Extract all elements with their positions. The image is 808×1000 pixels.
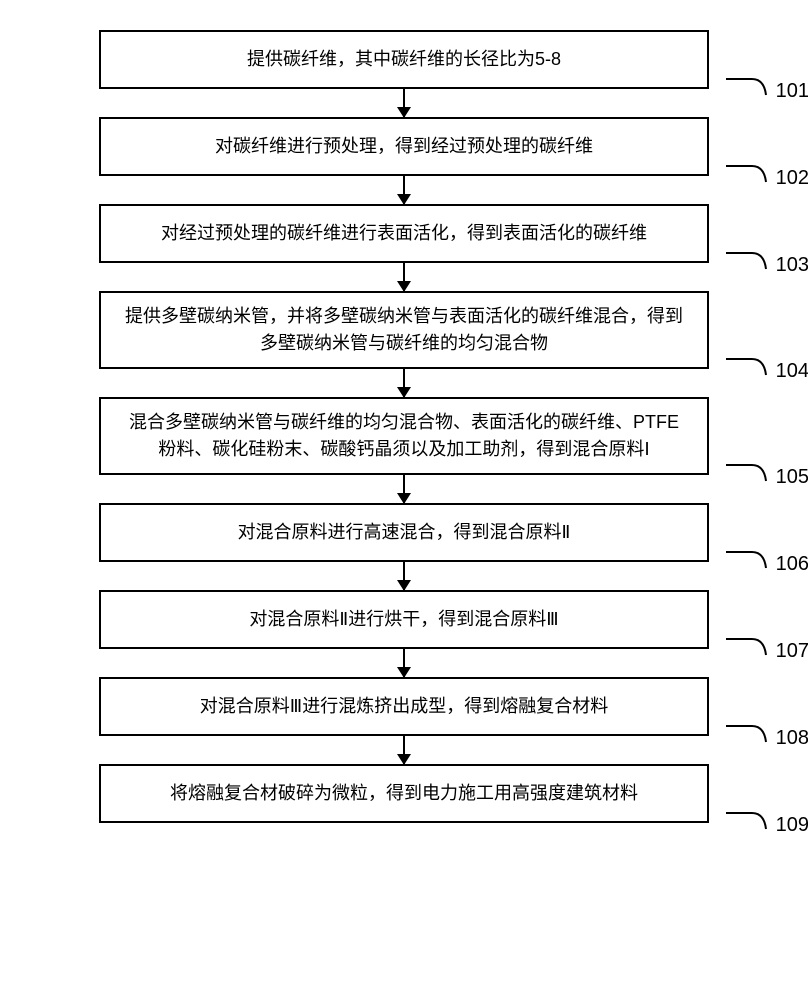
connector-curve-icon [726, 724, 768, 750]
step-box-106: 对混合原料进行高速混合，得到混合原料Ⅱ [99, 503, 709, 562]
step-106: 对混合原料进行高速混合，得到混合原料Ⅱ 106 [99, 503, 709, 562]
arrow-icon [403, 562, 405, 590]
step-box-107: 对混合原料Ⅱ进行烘干，得到混合原料Ⅲ [99, 590, 709, 649]
step-label-106: 106 [726, 550, 808, 576]
step-number: 105 [776, 466, 808, 489]
step-number: 101 [776, 80, 808, 103]
step-number: 107 [776, 640, 808, 663]
step-number: 109 [776, 814, 808, 837]
step-107: 对混合原料Ⅱ进行烘干，得到混合原料Ⅲ 107 [99, 590, 709, 649]
flowchart-container: 提供碳纤维，其中碳纤维的长径比为5-8 101 对碳纤维进行预处理，得到经过预处… [40, 30, 768, 823]
step-box-101: 提供碳纤维，其中碳纤维的长径比为5-8 [99, 30, 709, 89]
step-box-108: 对混合原料Ⅲ进行混炼挤出成型，得到熔融复合材料 [99, 677, 709, 736]
step-text: 对碳纤维进行预处理，得到经过预处理的碳纤维 [215, 133, 593, 160]
step-text: 对混合原料进行高速混合，得到混合原料Ⅱ [238, 519, 571, 546]
step-text: 对经过预处理的碳纤维进行表面活化，得到表面活化的碳纤维 [161, 220, 647, 247]
step-text: 对混合原料Ⅱ进行烘干，得到混合原料Ⅲ [249, 606, 558, 633]
step-102: 对碳纤维进行预处理，得到经过预处理的碳纤维 102 [99, 117, 709, 176]
step-label-108: 108 [726, 724, 808, 750]
step-text: 混合多壁碳纳米管与碳纤维的均匀混合物、表面活化的碳纤维、PTFE粉料、碳化硅粉末… [121, 409, 687, 463]
arrow-icon [403, 475, 405, 503]
arrow-icon [403, 89, 405, 117]
arrow-icon [403, 176, 405, 204]
step-number: 108 [776, 727, 808, 750]
connector-curve-icon [726, 77, 768, 103]
step-text: 提供多壁碳纳米管，并将多壁碳纳米管与表面活化的碳纤维混合，得到多壁碳纳米管与碳纤… [121, 303, 687, 357]
connector-curve-icon [726, 811, 768, 837]
step-box-105: 混合多壁碳纳米管与碳纤维的均匀混合物、表面活化的碳纤维、PTFE粉料、碳化硅粉末… [99, 397, 709, 475]
step-number: 103 [776, 254, 808, 277]
step-103: 对经过预处理的碳纤维进行表面活化，得到表面活化的碳纤维 103 [99, 204, 709, 263]
connector-curve-icon [726, 550, 768, 576]
step-105: 混合多壁碳纳米管与碳纤维的均匀混合物、表面活化的碳纤维、PTFE粉料、碳化硅粉末… [99, 397, 709, 475]
step-number: 106 [776, 553, 808, 576]
connector-curve-icon [726, 164, 768, 190]
step-label-101: 101 [726, 77, 808, 103]
step-box-103: 对经过预处理的碳纤维进行表面活化，得到表面活化的碳纤维 [99, 204, 709, 263]
step-number: 102 [776, 167, 808, 190]
connector-curve-icon [726, 251, 768, 277]
arrow-icon [403, 736, 405, 764]
step-text: 对混合原料Ⅲ进行混炼挤出成型，得到熔融复合材料 [200, 693, 608, 720]
step-text: 提供碳纤维，其中碳纤维的长径比为5-8 [247, 46, 561, 73]
step-101: 提供碳纤维，其中碳纤维的长径比为5-8 101 [99, 30, 709, 89]
step-label-104: 104 [726, 357, 808, 383]
step-label-102: 102 [726, 164, 808, 190]
step-box-102: 对碳纤维进行预处理，得到经过预处理的碳纤维 [99, 117, 709, 176]
step-104: 提供多壁碳纳米管，并将多壁碳纳米管与表面活化的碳纤维混合，得到多壁碳纳米管与碳纤… [99, 291, 709, 369]
step-box-104: 提供多壁碳纳米管，并将多壁碳纳米管与表面活化的碳纤维混合，得到多壁碳纳米管与碳纤… [99, 291, 709, 369]
arrow-icon [403, 649, 405, 677]
connector-curve-icon [726, 637, 768, 663]
step-label-105: 105 [726, 463, 808, 489]
step-text: 将熔融复合材破碎为微粒，得到电力施工用高强度建筑材料 [170, 780, 638, 807]
connector-curve-icon [726, 463, 768, 489]
arrow-icon [403, 263, 405, 291]
step-number: 104 [776, 360, 808, 383]
connector-curve-icon [726, 357, 768, 383]
step-label-109: 109 [726, 811, 808, 837]
step-label-103: 103 [726, 251, 808, 277]
step-108: 对混合原料Ⅲ进行混炼挤出成型，得到熔融复合材料 108 [99, 677, 709, 736]
step-label-107: 107 [726, 637, 808, 663]
arrow-icon [403, 369, 405, 397]
step-box-109: 将熔融复合材破碎为微粒，得到电力施工用高强度建筑材料 [99, 764, 709, 823]
step-109: 将熔融复合材破碎为微粒，得到电力施工用高强度建筑材料 109 [99, 764, 709, 823]
